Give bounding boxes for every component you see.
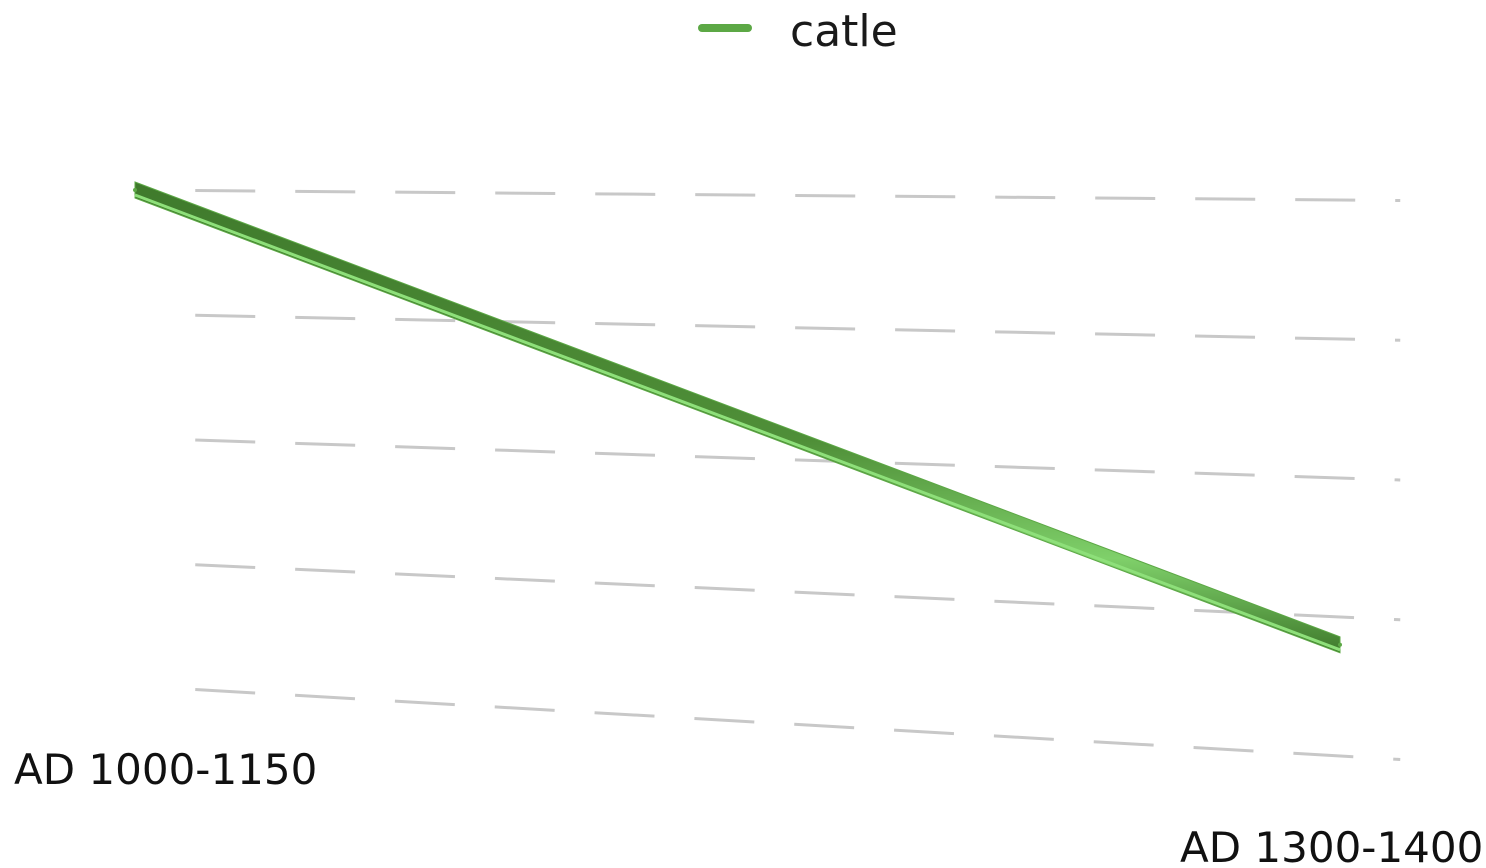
data-point-0 [133,188,137,192]
series-line-highlight [134,193,1341,652]
x-tick-label: AD 1300-1400 [1180,823,1483,868]
x-tick-label: AD 1000-1150 [14,745,317,794]
gridline [195,563,1401,622]
series-layer [133,181,1342,654]
x-axis-ticks: AD 1000-1150 AD 1300-1400 [14,745,1483,868]
legend-label: catle [790,6,898,57]
gridline [195,313,1401,342]
gridline [195,438,1401,482]
gridlines [195,189,1401,761]
legend: catle [698,6,898,57]
gridline [195,688,1401,761]
gridline [195,189,1401,202]
data-point-1 [1338,642,1342,647]
